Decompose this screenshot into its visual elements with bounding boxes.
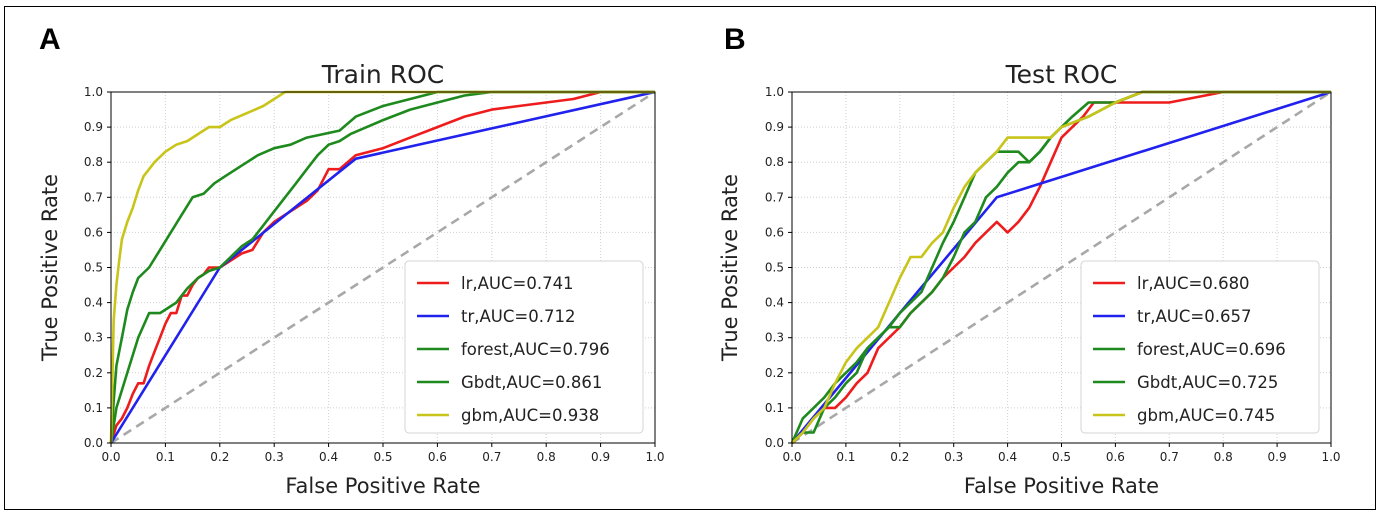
legend-box [404,260,644,434]
y-tick-label: 0.0 [765,436,784,450]
y-tick-label: 1.0 [765,85,784,99]
y-axis-label: True Positive Rate [718,174,742,362]
legend-entry-3: Gbdt,AUC=0.861 [461,373,602,392]
y-tick-label: 1.0 [84,85,103,99]
legend-entry-1: tr,AUC=0.657 [1137,307,1251,326]
x-tick-label: 1.0 [1321,450,1340,464]
figure-frame: A Train ROC 0.0 0.1 0.2 0.3 0.4 0.5 0.6 0.7 0.8 0.9… [4,6,1376,510]
x-tick-label: 0.7 [482,450,501,464]
x-tick-label: 0.3 [944,450,963,464]
panel-label: A [39,23,61,56]
x-tick-label: 0.0 [101,450,120,464]
series-line-4 [109,90,655,444]
x-tick-label: 0.8 [537,450,556,464]
x-tick-label: 0.2 [890,450,909,464]
y-tick-label: 0.3 [765,331,784,345]
y-tick-label: 0.3 [84,331,103,345]
x-tick-label: 0.0 [782,450,801,464]
x-tick-label: 0.5 [1052,450,1071,464]
y-tick-label: 0.2 [84,366,103,380]
x-tick-label: 0.1 [156,450,175,464]
x-tick-label: 0.5 [373,450,392,464]
y-tick-label: 0.0 [84,436,103,450]
legend-entry-3: Gbdt,AUC=0.725 [1137,373,1278,392]
x-axis-label: False Positive Rate [285,474,480,498]
y-tick-label: 0.1 [765,401,784,415]
legend-entry-4: gbm,AUC=0.745 [1137,406,1275,425]
chance-diagonal-line [110,90,656,445]
series-line-4 [791,90,1331,444]
y-tick-label: 0.8 [765,155,784,169]
y-tick-label: 0.1 [84,401,103,415]
x-tick-label: 0.6 [1106,450,1125,464]
series-line-2 [109,90,655,444]
y-tick-label: 0.5 [84,261,103,275]
x-tick-label: 0.1 [836,450,855,464]
y-tick-label: 0.4 [765,296,784,310]
x-tick-label: 0.8 [1214,450,1233,464]
roc-figure: A Train ROC 0.0 0.1 0.2 0.3 0.4 0.5 0.6 0.7 0.8 0.9… [38,23,1341,498]
legend-entry-1: tr,AUC=0.712 [461,307,575,326]
chance-diagonal-line [791,90,1332,445]
series-line-1 [790,90,1332,444]
legend: lr,AUC=0.741 tr,AUC=0.712 forest,AUC=0.796… [404,260,644,434]
x-tick-label: 0.7 [1160,450,1179,464]
legend: lr,AUC=0.680 tr,AUC=0.657 forest,AUC=0.696… [1080,260,1320,434]
series-line-0 [109,90,655,444]
x-tick-label: 1.0 [645,450,664,464]
y-tick-label: 0.8 [84,155,103,169]
x-tick-label: 0.9 [591,450,610,464]
x-tick-label: 0.4 [998,450,1017,464]
x-tick-label: 0.6 [428,450,447,464]
x-tick-label: 0.9 [1268,450,1287,464]
y-tick-label: 0.2 [765,366,784,380]
series-line-2 [791,90,1331,444]
y-tick-label: 0.6 [765,225,784,239]
legend-entry-2: forest,AUC=0.796 [461,340,610,359]
y-tick-label: 0.9 [84,120,103,134]
x-axis-label: False Positive Rate [964,474,1159,498]
x-tick-label: 0.3 [265,450,284,464]
chart-title: Test ROC [1005,60,1118,89]
x-tick-label: 0.2 [210,450,229,464]
chart-title: Train ROC [321,60,444,89]
legend-entry-0: lr,AUC=0.680 [1137,274,1250,293]
panel-label: B [724,23,746,56]
legend-box [1080,260,1320,434]
y-tick-label: 0.9 [765,120,784,134]
series-line-0 [791,90,1331,444]
y-tick-label: 0.7 [765,190,784,204]
y-tick-label: 0.5 [765,261,784,275]
legend-entry-2: forest,AUC=0.696 [1137,340,1286,359]
x-tick-label: 0.4 [319,450,338,464]
legend-entry-4: gbm,AUC=0.938 [461,406,599,425]
legend-entry-0: lr,AUC=0.741 [461,274,574,293]
chart-panel-a: A Train ROC 0.0 0.1 0.2 0.3 0.4 0.5 0.6 0.7 0.8 0.9… [38,23,665,498]
y-tick-label: 0.4 [84,296,103,310]
y-tick-label: 0.7 [84,190,103,204]
y-axis-label: True Positive Rate [38,174,62,362]
series-line-3 [109,90,655,444]
y-tick-label: 0.6 [84,225,103,239]
series-line-1 [109,90,656,444]
chart-panel-b: B Test ROC 0.0 0.1 0.2 0.3 0.4 0.5 0.6 0.7 0.8 0.9 1… [718,23,1341,498]
